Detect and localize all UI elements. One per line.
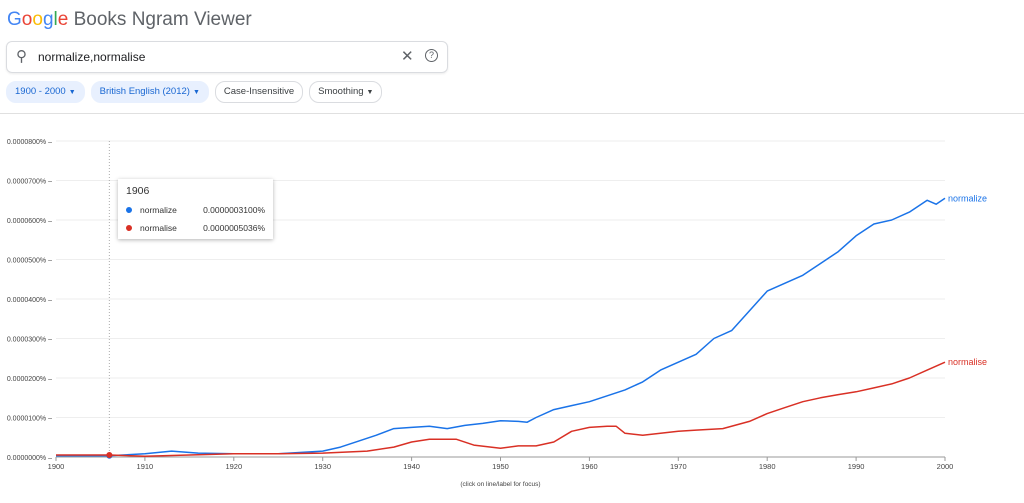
y-tick-label: 0.0000400% – [7, 297, 52, 304]
y-tick-label: 0.0000500% – [7, 258, 52, 265]
x-tick-label: 1950 [492, 462, 509, 471]
series-line-normalise[interactable] [56, 361, 946, 457]
search-input[interactable]: normalize,normalise [38, 50, 146, 64]
x-tick-label: 1920 [225, 462, 242, 471]
y-tick-label: 0.0000200% – [7, 376, 52, 383]
close-icon[interactable]: ✕ [401, 48, 414, 65]
tooltip-value: 0.0000003100% [203, 205, 265, 215]
x-tick-label: 2000 [937, 462, 954, 471]
x-tick-label: 1940 [403, 462, 420, 471]
case-insensitive-chip[interactable]: Case-Insensitive [214, 81, 304, 103]
divider [0, 113, 1024, 114]
tooltip: 1906 normalize 0.0000003100% normalise 0.0… [118, 179, 273, 239]
series-line-normalize[interactable] [56, 197, 946, 457]
focus-point [106, 452, 113, 459]
chip-label: 1900 - 2000 [15, 86, 66, 97]
tooltip-row: normalize 0.0000003100% [126, 205, 265, 217]
x-tick-label: 1910 [137, 462, 154, 471]
year-range-chip[interactable]: 1900 - 2000 ▼ [6, 81, 85, 103]
x-tick-label: 1960 [581, 462, 598, 471]
search-box[interactable]: ⚲ normalize,normalise ✕ ? [6, 41, 448, 73]
x-axis-label: (click on line/label for focus) [460, 481, 540, 488]
tooltip-name: normalize [140, 205, 177, 215]
tooltip-row: normalise 0.0000005036% [126, 223, 265, 235]
chevron-down-icon: ▼ [68, 89, 76, 96]
chevron-down-icon: ▼ [366, 89, 374, 96]
y-tick-label: 0.0000000% – [7, 455, 52, 462]
x-tick-label: 1900 [48, 462, 65, 471]
tooltip-value: 0.0000005036% [203, 223, 265, 233]
chevron-down-icon: ▼ [192, 89, 200, 96]
y-tick-label: 0.0000700% – [7, 179, 52, 186]
help-icon[interactable]: ? [425, 49, 438, 62]
x-tick-label: 1970 [670, 462, 687, 471]
x-tick-label: 1980 [759, 462, 776, 471]
y-tick-label: 0.0000100% – [7, 416, 52, 423]
chip-label: Smoothing [318, 86, 364, 97]
y-tick-label: 0.0000800% – [7, 139, 52, 146]
tooltip-year: 1906 [126, 185, 150, 197]
chip-label: Case-Insensitive [223, 86, 295, 97]
app-title: Books Ngram Viewer [73, 9, 252, 30]
series-label-normalise[interactable]: normalise [948, 357, 987, 367]
x-tick-label: 1990 [848, 462, 865, 471]
filter-chips: 1900 - 2000 ▼ British English (2012) ▼ Cas… [6, 81, 383, 103]
y-tick-label: 0.0000300% – [7, 337, 52, 344]
y-tick-label: 0.0000600% – [7, 218, 52, 225]
corpus-chip[interactable]: British English (2012) ▼ [90, 81, 209, 103]
x-tick-label: 1930 [314, 462, 331, 471]
chip-label: British English (2012) [99, 86, 190, 97]
series-label-normalize[interactable]: normalize [948, 193, 987, 203]
tooltip-name: normalise [140, 223, 177, 233]
search-icon: ⚲ [16, 48, 27, 65]
app-logo[interactable]: Google Books Ngram Viewer [7, 9, 252, 31]
legend-dot-icon [126, 207, 132, 213]
smoothing-chip[interactable]: Smoothing ▼ [309, 81, 383, 103]
legend-dot-icon [126, 225, 132, 231]
google-logo: Google [7, 9, 69, 30]
